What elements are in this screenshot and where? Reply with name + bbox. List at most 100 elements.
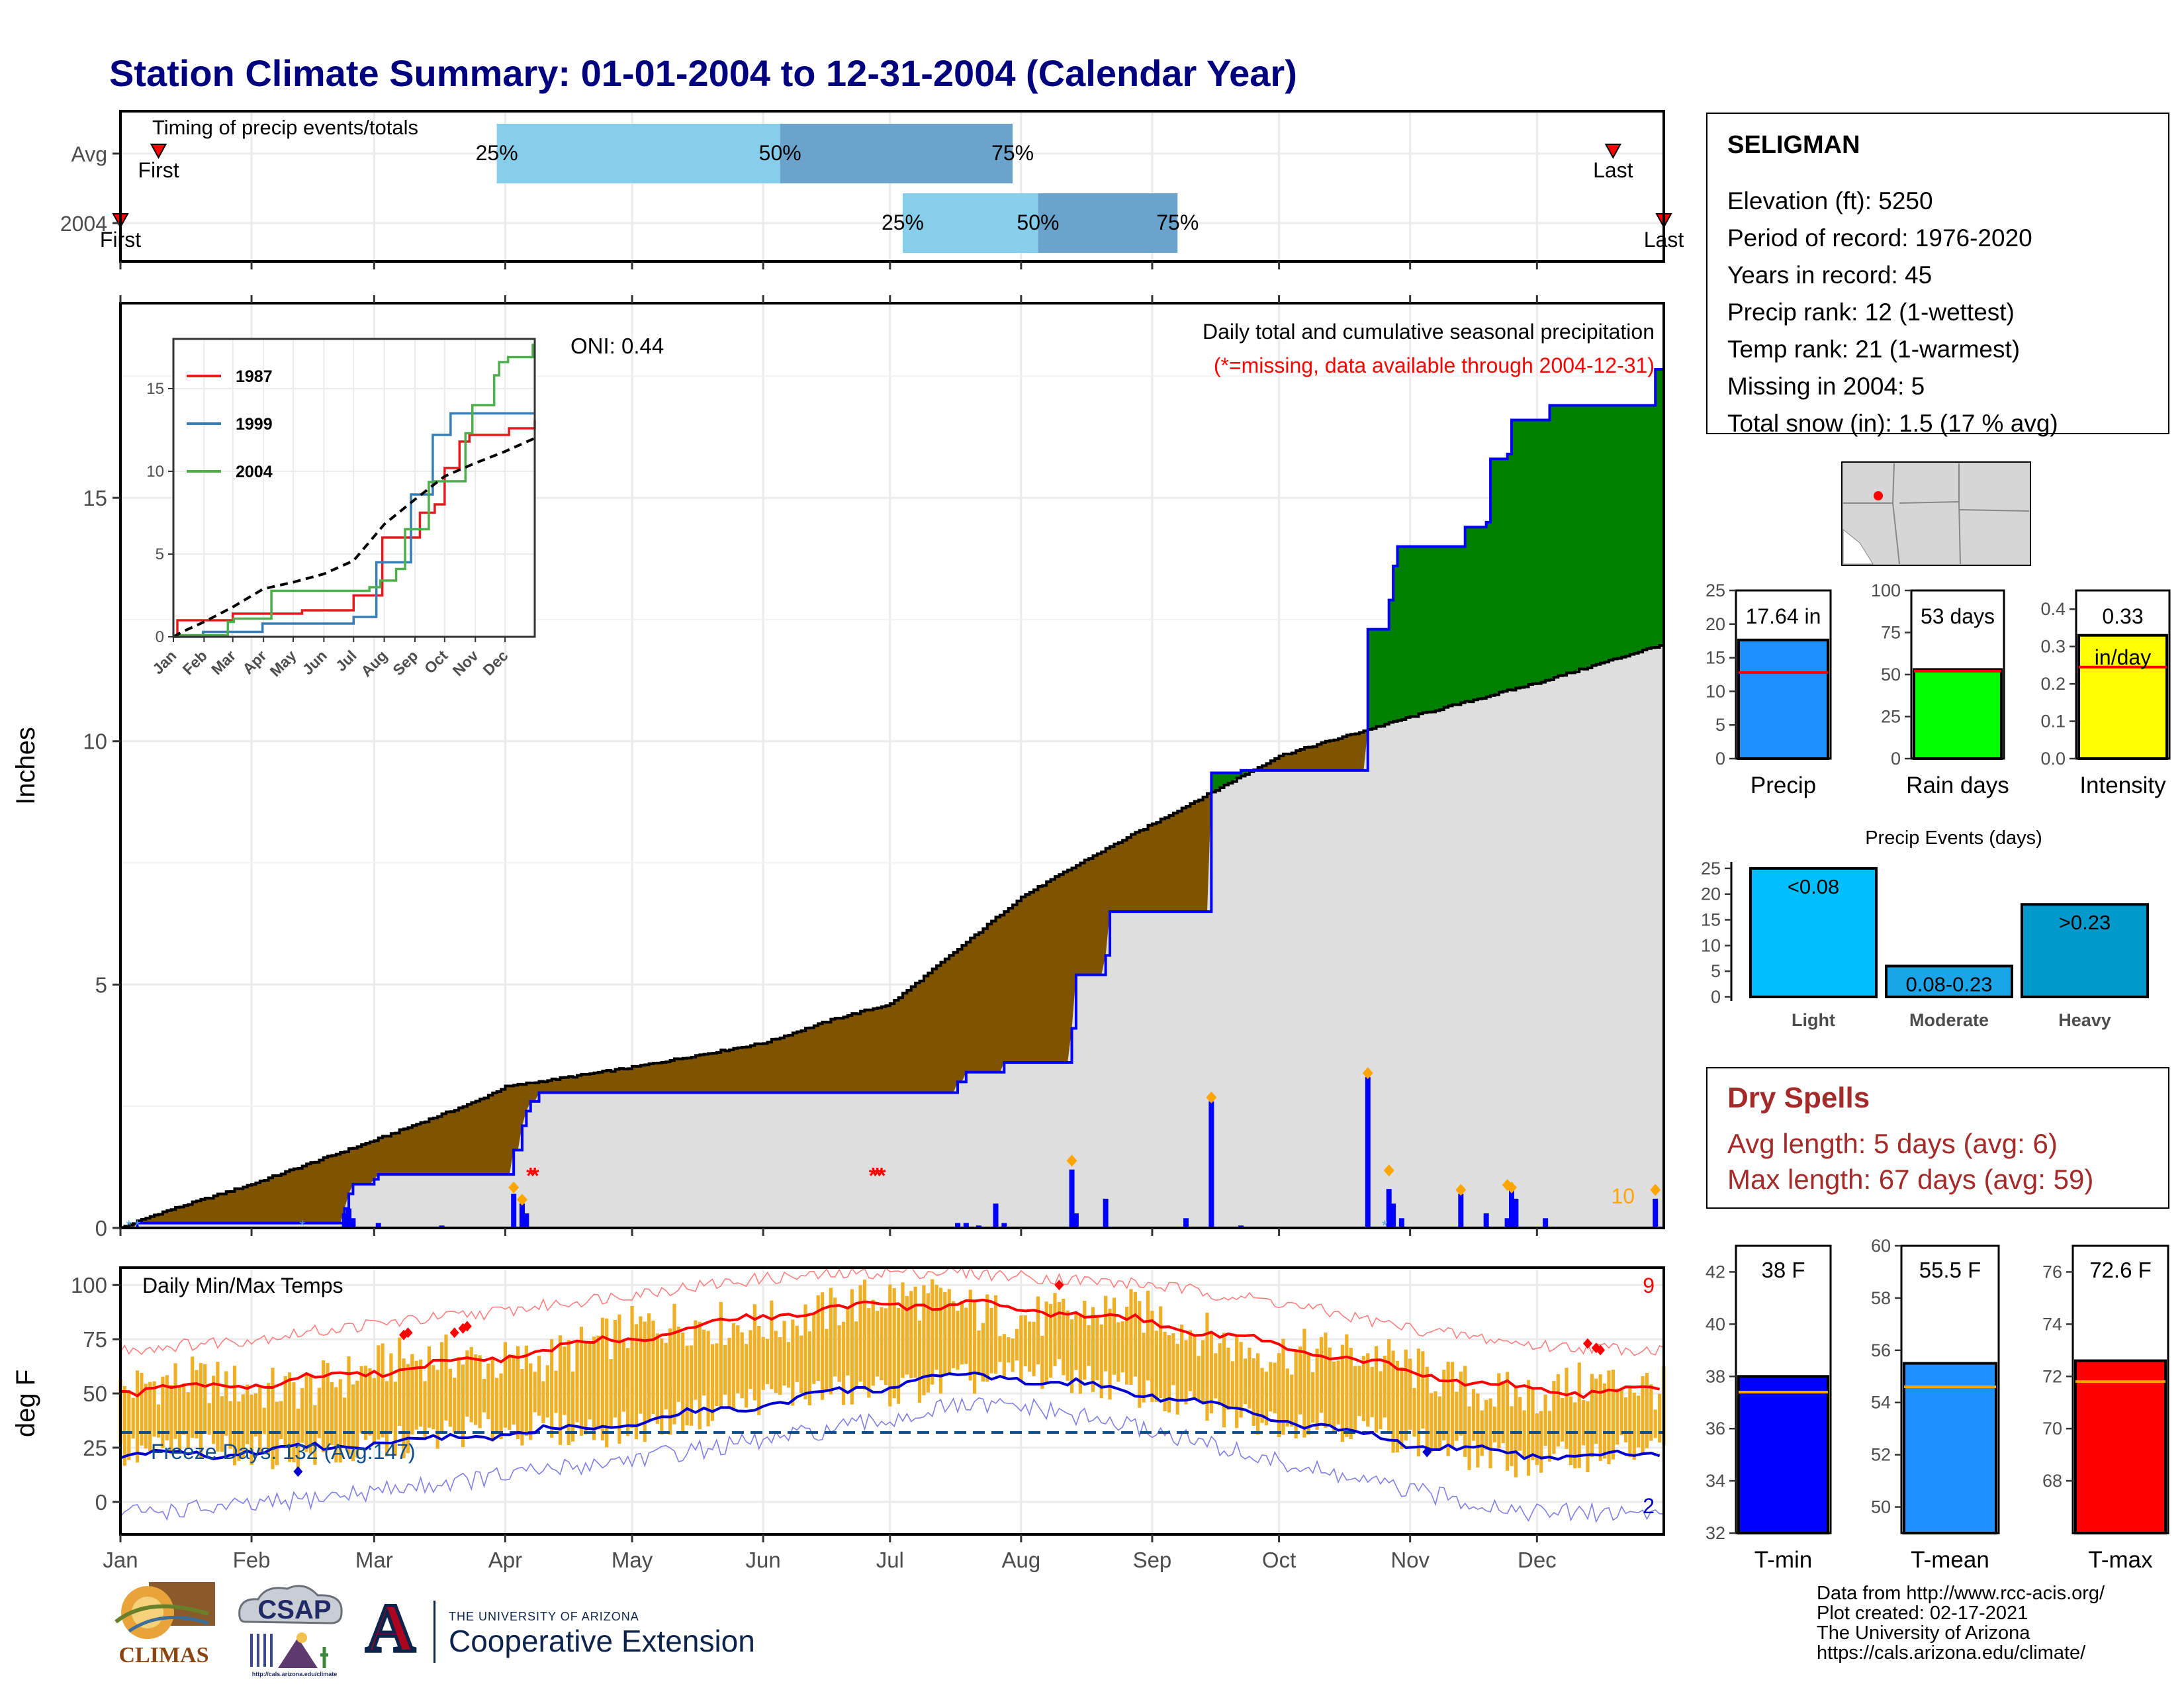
temp-mean-ytick-label: 34 [1706,1471,1725,1491]
precip-record-marker [1383,1164,1394,1177]
month-axis-label: Jan [103,1548,138,1572]
precip-event-bar [1749,867,1878,998]
month-axis-label: Feb [233,1548,271,1572]
precip-daily-bar [1483,1213,1489,1228]
temp-mean-bar [1903,1362,1997,1534]
inset-ytick-label: 0 [156,628,164,646]
precip-events-ytick-label: 25 [1701,859,1721,878]
precip-daily-bar [350,1218,356,1228]
precip-missing-marker: * [526,1163,535,1188]
precip-daily-bar [1398,1218,1404,1228]
precip-panel-subtitle: (*=missing, data available through 2004-… [1214,353,1655,377]
precip-total-ytick-label: 50 [1881,665,1901,684]
temps-frame [119,1266,1665,1536]
station-info-box: SELIGMAN Elevation (ft): 5250 Period of r… [1706,113,2169,437]
precip-total-ytick-label: 0.2 [2040,674,2066,694]
precip-event-bar-label: >0.23 [2059,911,2111,934]
temps-record-high-marker [462,1321,472,1332]
inset-legend-label: 1987 [236,367,273,386]
precip-snow-marker: * [299,1217,305,1234]
inset-ytick-label: 15 [146,380,164,398]
month-axis-label: Apr [488,1548,522,1572]
credit-university: The University of Arizona [1817,1622,2030,1644]
location-map-mexico [1843,528,1874,565]
csap-logo-url: http://cals.arizona.edu/climate [251,1671,338,1677]
precip-missing-marker: * [873,1163,882,1188]
temp-mean-ytick-label: 70 [2042,1419,2062,1438]
climas-logo-text: CLIMAS [118,1643,209,1667]
daily-temps-panel: Daily Min/Max Temps Freeze Days: 132 (Avg… [11,1266,1666,1572]
inset-legend-label: 1999 [236,415,273,434]
precip-daily-bar [1543,1218,1549,1228]
precip-daily-bar [375,1223,381,1228]
temps-ytick-label: 50 [83,1382,107,1406]
precip-total-ytick-label: 5 [1715,715,1725,735]
precip-total-ytick-label: 0.0 [2040,749,2066,769]
precip-total-ytick-label: 75 [1881,623,1901,643]
inset-series-line-Avg [173,437,535,638]
dry-spells-max: Max length: 67 days (avg: 59) [1727,1164,2094,1195]
temp-mean-value-label: 38 F [1761,1258,1805,1282]
precip-missing-marker: * [877,1163,886,1188]
precip-record-marker [1650,1184,1661,1196]
precip-total-ytick-label: 0 [1715,749,1725,769]
precip-ytick-label: 10 [83,729,107,754]
temp-mean-ytick-label: 42 [1706,1262,1725,1282]
temps-record-low-marker [1422,1446,1432,1458]
temps-daily-range-bars [118,1279,1666,1477]
timing-pct-25: 25% [882,211,924,234]
inset-series-line-1999 [173,412,535,638]
inset-ytick-label: 10 [146,463,164,481]
precip-2004-line [120,367,1664,1229]
timing-bar-25-50 [902,193,1038,253]
station-info-line: Total snow (in): 1.5 (17 % avg) [1727,410,2058,437]
precip-record-marker [1206,1091,1217,1103]
precip-total-unit-label: in/day [2095,645,2151,669]
temps-record-high-marker [1054,1280,1064,1291]
precip-events-ytick-label: 20 [1701,884,1721,904]
temp-mean-ytick-label: 38 [1706,1366,1725,1386]
temps-title: Daily Min/Max Temps [142,1274,343,1297]
precip-daily-bar [1653,1198,1659,1228]
temps-record-low-count: 2 [1643,1494,1655,1518]
timing-row-label: Avg [71,142,107,166]
precip-events-ytick-label: 15 [1701,910,1721,930]
temp-mean-ytick-label: 54 [1871,1393,1891,1413]
precip-record-marker [1455,1184,1467,1196]
location-map [1841,461,2031,566]
month-axis-label: Mar [355,1548,393,1572]
precip-average-line [120,643,1665,1229]
precip-daily-bar [1508,1189,1514,1228]
precip-daily-bar [1365,1077,1371,1228]
precip-daily-bar [1001,1223,1007,1228]
station-info-line: Missing in 2004: 5 [1727,373,1925,400]
timing-last-label: Last [1593,158,1633,182]
temp-mean-ytick-label: 50 [1871,1497,1891,1517]
precip-daily-bar [511,1194,517,1228]
temps-record-high-line [120,1266,1664,1356]
timing-row-label: 2004 [60,212,107,236]
temp-mean-ytick-label: 58 [1871,1288,1891,1308]
precip-total-ytick-label: 25 [1706,581,1725,600]
precip-cumulative-fill [120,643,1664,1228]
precip-daily-bar [341,1213,347,1228]
credit-data-source: Data from http://www.rcc-acis.org/ [1817,1583,2105,1604]
precip-ytick-label: 0 [95,1216,107,1241]
precip-total-category-label: Precip [1751,773,1816,798]
precip-ytick-label: 5 [95,972,107,997]
temp-mean-category-label: T-min [1754,1547,1813,1573]
dry-spells-title: Dry Spells [1727,1082,1870,1114]
precip-record-marker [1506,1181,1517,1194]
precip-events-ytick-label: 0 [1711,987,1721,1007]
precip-total-value-label: 53 days [1921,604,1995,628]
inset-legend-label: 2004 [236,463,273,481]
temps-ylabel: deg F [11,1370,40,1437]
month-axis-label: May [612,1548,653,1572]
temps-ytick-label: 100 [71,1273,107,1297]
month-axis-label: Nov [1390,1548,1430,1572]
temp-mean-value-label: 55.5 F [1919,1258,1981,1282]
precip-panel-frame [119,302,1665,1229]
inset-series-line-1987 [173,420,536,638]
precip-snow-marker: * [1382,1217,1388,1234]
